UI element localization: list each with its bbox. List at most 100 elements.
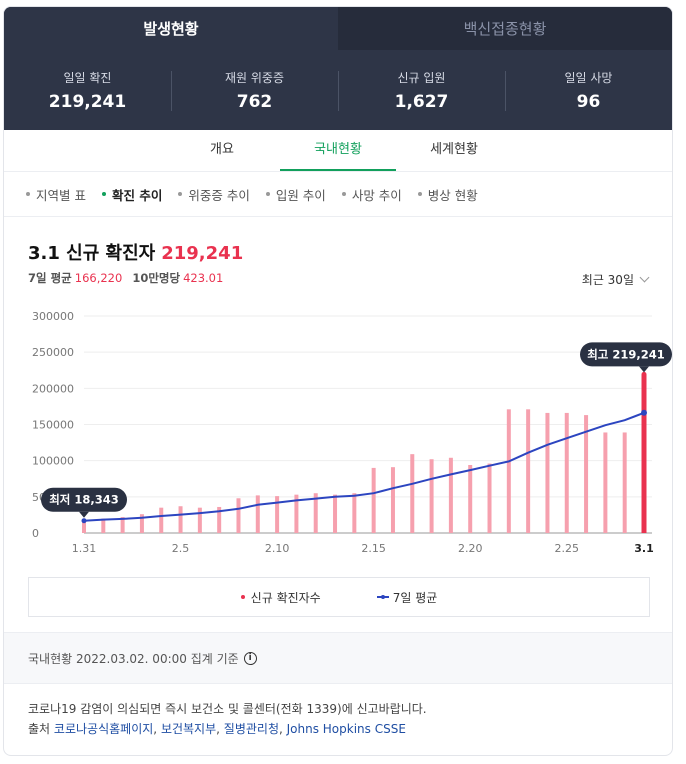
chip-death-trend[interactable]: 사망 추이 bbox=[341, 185, 402, 204]
stat-value: 1,627 bbox=[394, 91, 449, 112]
legend-label: 7일 평균 bbox=[392, 590, 438, 605]
chart-header: 3.1 신규 확진자 219,241 7일 평균 166,220 10만명당 423.0… bbox=[4, 217, 672, 291]
bullet-icon bbox=[417, 192, 422, 196]
legend-label: 신규 확진자수 bbox=[250, 590, 321, 605]
tab-overview[interactable]: 개요 bbox=[210, 142, 234, 157]
chip-label: 병상 현황 bbox=[427, 187, 478, 203]
bar bbox=[217, 506, 222, 533]
stat-value: 219,241 bbox=[48, 91, 127, 112]
source-link-jhu[interactable]: Johns Hopkins CSSE bbox=[286, 722, 406, 736]
max-annotation-label: 최고 219,241 bbox=[587, 347, 665, 361]
bullet-icon bbox=[178, 192, 183, 196]
stat-daily-confirmed: 일일 확진 219,241 bbox=[4, 69, 171, 112]
x-tick-label: 2.15 bbox=[361, 542, 386, 555]
bar bbox=[468, 465, 473, 533]
bar bbox=[564, 412, 569, 533]
stat-new-admission: 신규 입원 1,627 bbox=[338, 69, 505, 112]
max-annotation-pointer bbox=[639, 366, 649, 373]
bar bbox=[584, 415, 589, 533]
bullet-icon bbox=[341, 192, 346, 196]
tab-domestic[interactable]: 국내현황 bbox=[280, 130, 396, 171]
bar bbox=[448, 457, 453, 533]
bullet-icon bbox=[101, 192, 106, 196]
period-label: 최근 30일 bbox=[581, 273, 634, 287]
bullet-icon bbox=[26, 192, 30, 196]
x-tick-label: 2.5 bbox=[172, 542, 190, 555]
bar bbox=[641, 374, 647, 533]
y-tick-label: 150000 bbox=[32, 419, 74, 432]
avg-point bbox=[641, 409, 647, 416]
bar bbox=[197, 507, 202, 533]
bullet-icon bbox=[265, 192, 270, 196]
max-annotation-bubble bbox=[580, 342, 672, 367]
bar bbox=[603, 432, 608, 533]
summary-panel: 발생현황 백신접종현황 일일 확진 219,241 재원 위중증 762 신규 … bbox=[4, 7, 672, 130]
chip-label: 사망 추이 bbox=[351, 187, 402, 203]
bar bbox=[178, 506, 183, 533]
chart-filter-chips: 지역별 표 확진 추이 위중증 추이 입원 추이 사망 추이 병상 현황 bbox=[4, 172, 672, 217]
x-tick-label: 2.10 bbox=[265, 542, 290, 555]
bar bbox=[429, 459, 434, 533]
bar bbox=[622, 432, 627, 533]
bar bbox=[390, 467, 395, 533]
y-tick-label: 0 bbox=[32, 527, 39, 540]
data-basis-bar: 국내현황 2022.03.02. 00:00 집계 기준 i bbox=[4, 632, 672, 684]
stat-value: 762 bbox=[236, 91, 273, 112]
covid-card: 발생현황 백신접종현황 일일 확진 219,241 재원 위중증 762 신규 … bbox=[3, 6, 673, 756]
chip-bed-status[interactable]: 병상 현황 bbox=[417, 185, 478, 204]
legend-item-confirmed: 신규 확진자수 bbox=[240, 589, 321, 606]
per100k-label: 10만명당 bbox=[132, 271, 181, 285]
chip-confirmed-trend[interactable]: 확진 추이 bbox=[101, 185, 163, 204]
chevron-down-icon bbox=[639, 272, 650, 283]
bar bbox=[333, 494, 338, 533]
bar bbox=[159, 507, 164, 533]
y-tick-label: 250000 bbox=[32, 346, 74, 359]
min-annotation-pointer bbox=[79, 511, 89, 518]
chip-critical-trend[interactable]: 위중증 추이 bbox=[178, 185, 250, 204]
chip-label: 확진 추이 bbox=[111, 187, 163, 203]
source-link-kdca[interactable]: 질병관리청 bbox=[223, 722, 279, 736]
legend-dot-icon bbox=[240, 595, 245, 599]
max-point bbox=[641, 371, 647, 377]
bar bbox=[294, 494, 299, 533]
min-annotation-label: 최저 18,343 bbox=[49, 493, 119, 507]
bar bbox=[506, 409, 511, 533]
legend-line-icon bbox=[376, 595, 389, 599]
bar bbox=[139, 514, 144, 533]
chart-subtitle: 7일 평균 166,220 10만명당 423.01 bbox=[28, 270, 648, 286]
stat-value: 96 bbox=[576, 91, 601, 112]
tab-global[interactable]: 세계현황 bbox=[430, 142, 478, 157]
data-basis-text: 국내현황 2022.03.02. 00:00 집계 기준 bbox=[28, 651, 239, 666]
min-annotation-bubble bbox=[41, 487, 127, 512]
bar bbox=[352, 493, 357, 533]
bar bbox=[526, 409, 531, 533]
sub-tabs: 개요 국내현황 세계현황 bbox=[4, 130, 672, 172]
y-tick-label: 200000 bbox=[32, 382, 74, 395]
bar bbox=[275, 496, 280, 533]
legend-item-7day-avg: 7일 평균 bbox=[376, 589, 438, 606]
bar bbox=[371, 467, 376, 533]
bar bbox=[120, 517, 125, 533]
x-tick-label: 3.1 bbox=[634, 542, 654, 555]
chip-regional-table[interactable]: 지역별 표 bbox=[26, 185, 86, 204]
source-link-official[interactable]: 코로나공식홈페이지 bbox=[53, 722, 154, 736]
source-prefix: 출처 bbox=[28, 722, 51, 736]
stat-label: 일일 사망 bbox=[564, 70, 613, 85]
tab-outbreak-status[interactable]: 발생현황 bbox=[4, 7, 338, 50]
stat-label: 일일 확진 bbox=[63, 70, 112, 85]
chip-admission-trend[interactable]: 입원 추이 bbox=[265, 185, 326, 204]
chart-title-text: 3.1 신규 확진자 bbox=[28, 243, 156, 264]
bar bbox=[410, 454, 415, 533]
source-link-mohw[interactable]: 보건복지부 bbox=[160, 722, 217, 736]
chip-label: 입원 추이 bbox=[275, 187, 326, 203]
period-dropdown[interactable]: 최근 30일 bbox=[581, 271, 650, 288]
x-tick-label: 1.31 bbox=[72, 542, 97, 555]
avg-value: 166,220 bbox=[74, 271, 123, 285]
tab-vaccination-status[interactable]: 백신접종현황 bbox=[338, 7, 672, 50]
stat-label: 재원 위중증 bbox=[224, 70, 284, 85]
info-icon[interactable]: i bbox=[243, 651, 257, 665]
y-tick-label: 300000 bbox=[32, 310, 74, 323]
chart-legend: 신규 확진자수 7일 평균 bbox=[28, 577, 650, 617]
bar bbox=[313, 493, 318, 533]
notice-text: 코로나19 감염이 의심되면 즉시 보건소 및 콜센터(전화 1339)에 신고… bbox=[28, 702, 427, 716]
